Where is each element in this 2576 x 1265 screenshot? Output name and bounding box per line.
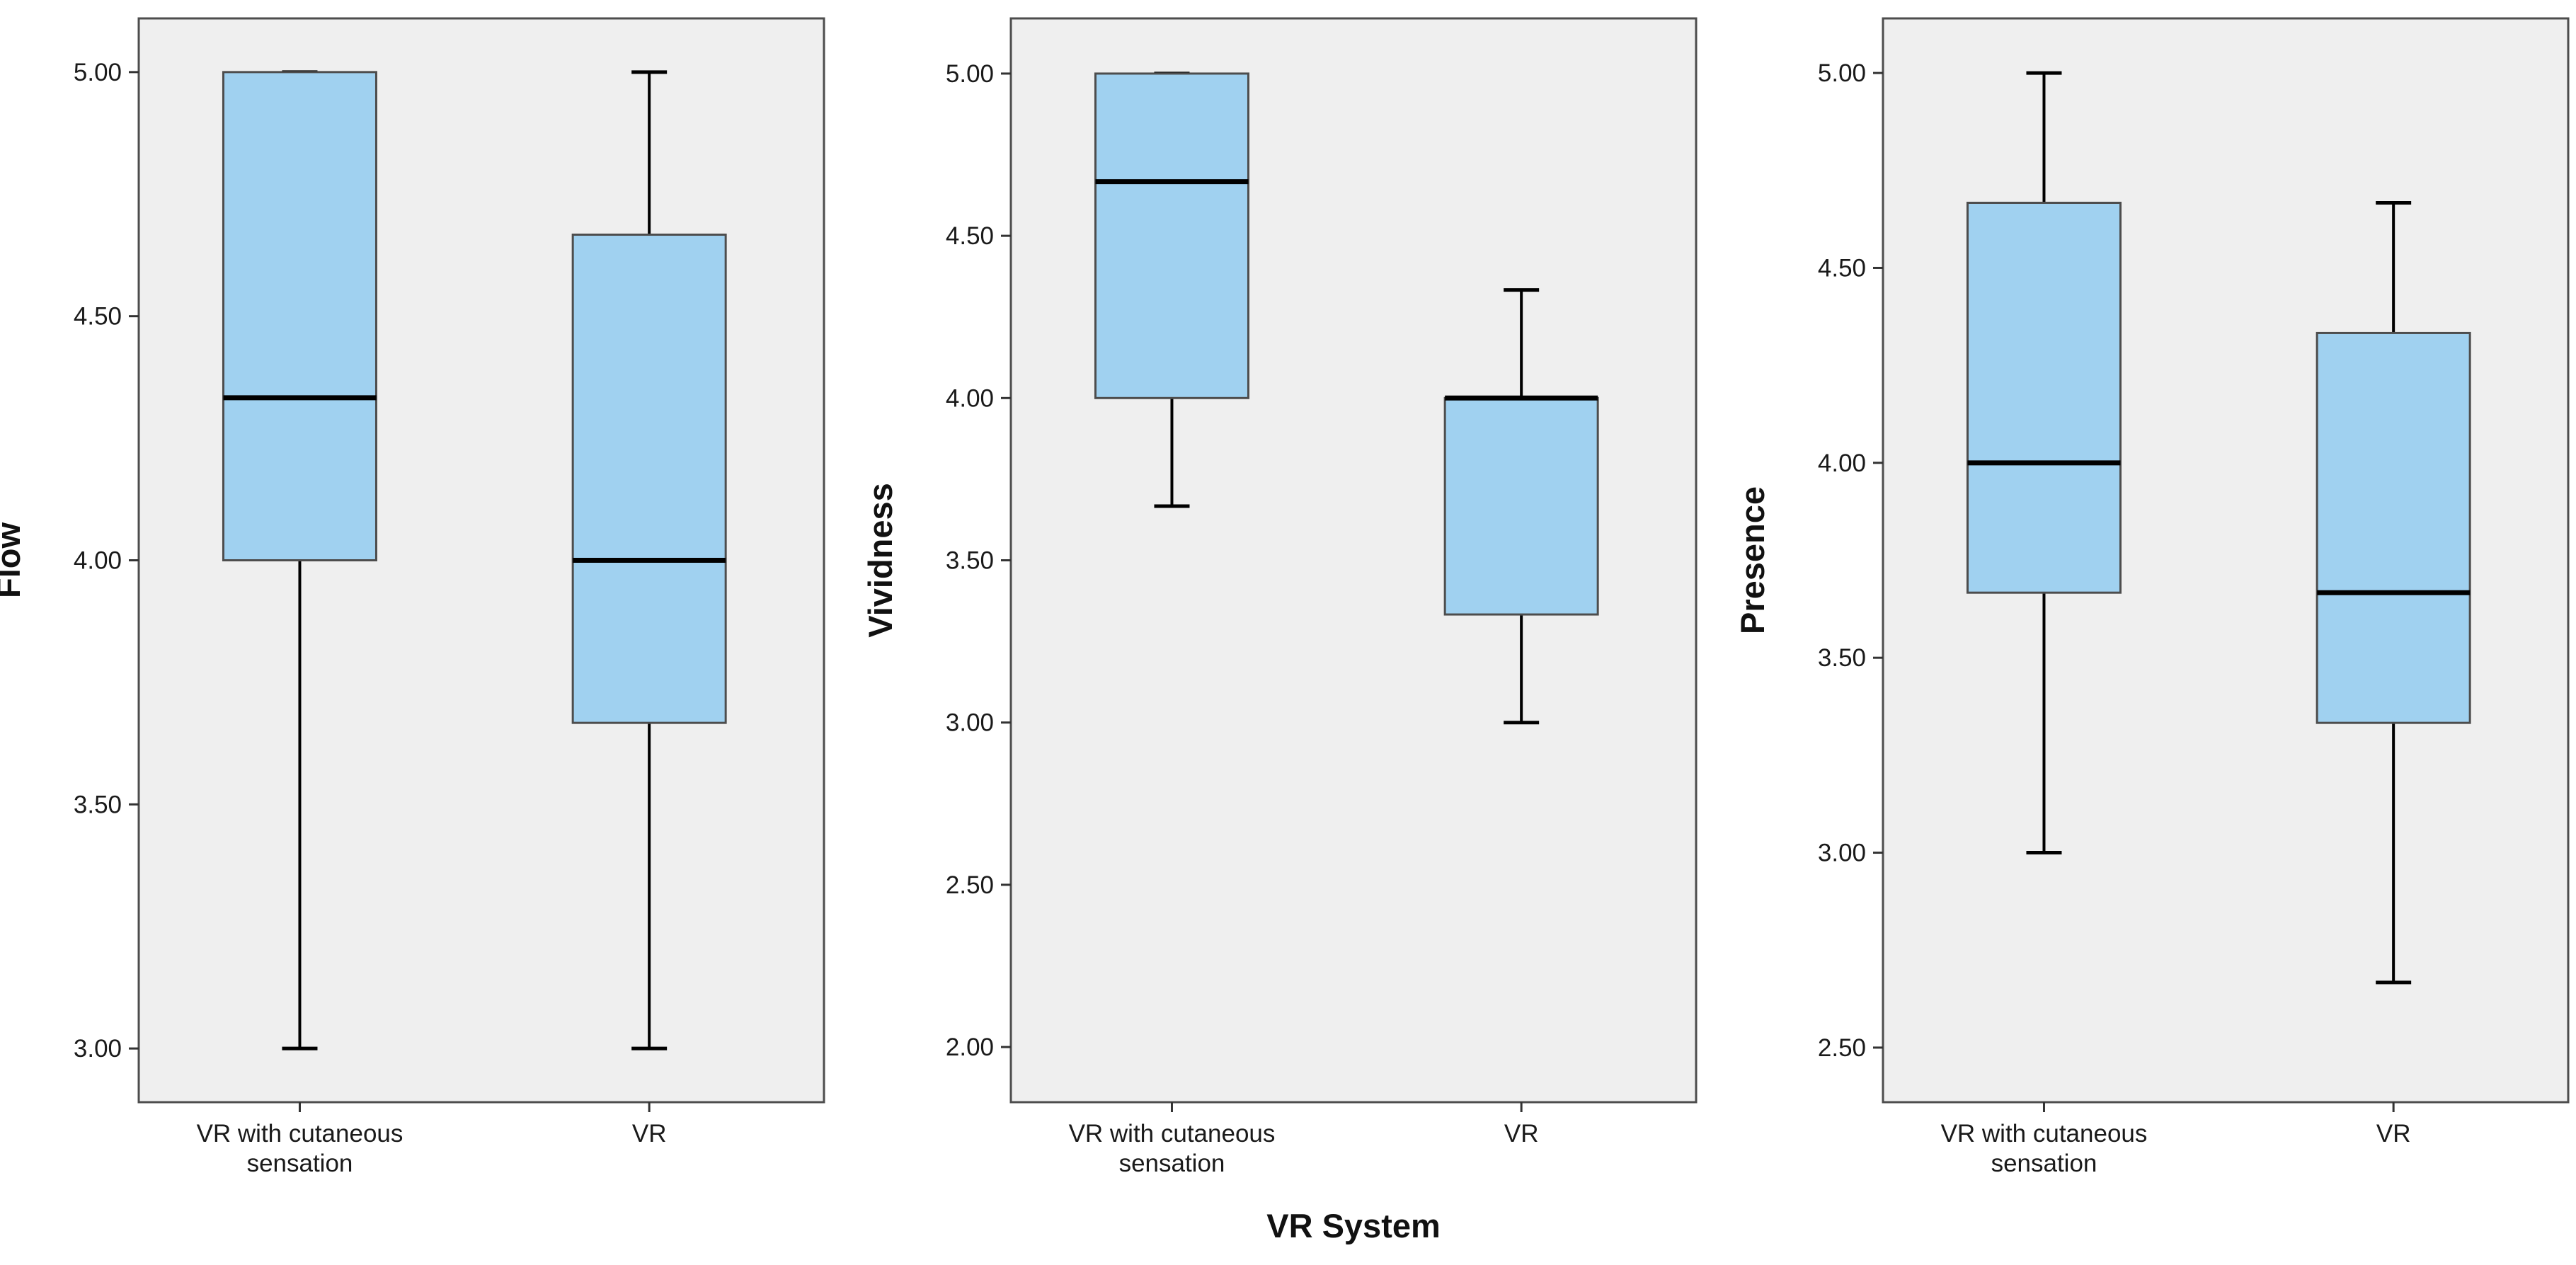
x-tick-label: VR with cutaneous sensation [1069,1120,1276,1177]
y-axis-title: Vividness [861,483,899,638]
x-tick-label-line: sensation [1991,1150,2097,1177]
iqr-box [571,234,727,724]
iqr-box [222,71,377,562]
x-tick-label: VR [2376,1120,2411,1147]
x-tick-label-line: VR with cutaneous [1069,1120,1276,1147]
x-tick-label-line: VR with cutaneous [197,1120,403,1147]
y-tick-label: 4.50 [1818,254,1866,282]
y-tick-label: 5.00 [1818,59,1866,87]
y-tick-label: 4.00 [1818,450,1866,477]
iqr-box [1094,72,1249,399]
y-tick-label: 2.00 [946,1034,994,1061]
x-tick-label: VR [1504,1120,1539,1147]
y-tick-label: 4.50 [946,222,994,250]
y-tick-label: 3.00 [74,1035,122,1063]
panel-2: 2.00 2.50 3.00 3.50 4.00 4.50 5.00 Vividness VR … [861,17,1698,1177]
y-tick-label: 3.50 [1818,644,1866,672]
panel-1: 3.00 3.50 4.00 4.50 5.00 Flow VR with cutaneou… [0,17,825,1177]
x-tick-label-line: VR with cutaneous [1941,1120,2148,1147]
x-tick-label-line: sensation [1119,1150,1225,1177]
y-axis-title: Flow [0,522,27,598]
x-axis-title: VR System [1266,1207,1441,1244]
y-axis-title: Presence [1734,486,1771,634]
y-tick-label: 4.50 [74,303,122,331]
y-tick-label: 5.00 [946,60,994,88]
x-tick-label-line: sensation [247,1150,353,1177]
y-tick-label: 4.00 [74,547,122,575]
y-tick-label: 3.50 [74,791,122,818]
y-tick-label: 2.50 [946,871,994,899]
x-tick-label-line: VR [2376,1120,2411,1147]
y-tick-label: 3.50 [946,547,994,575]
x-tick-label: VR with cutaneous sensation [197,1120,403,1177]
x-tick-label: VR [632,1120,667,1147]
iqr-box [1966,201,2122,594]
box-2 [1443,288,1599,725]
box-2 [2315,200,2471,985]
y-tick-label: 3.00 [1818,840,1866,867]
y-tick-label: 3.00 [946,709,994,737]
x-tick-label: VR with cutaneous sensation [1941,1120,2148,1177]
y-tick-label: 5.00 [74,59,122,86]
x-tick-label-line: VR [1504,1120,1539,1147]
box-1 [222,70,377,1051]
x-tick-label-line: VR [632,1120,667,1147]
y-tick-label: 4.00 [946,384,994,412]
panel-3: 2.50 3.00 3.50 4.00 4.50 5.00 Presence VR with … [1734,17,2570,1177]
iqr-box [1443,396,1599,616]
box-1 [1966,71,2122,855]
box-2 [571,70,727,1051]
box-1 [1094,71,1249,508]
iqr-box [2315,331,2471,724]
y-tick-label: 2.50 [1818,1034,1866,1062]
